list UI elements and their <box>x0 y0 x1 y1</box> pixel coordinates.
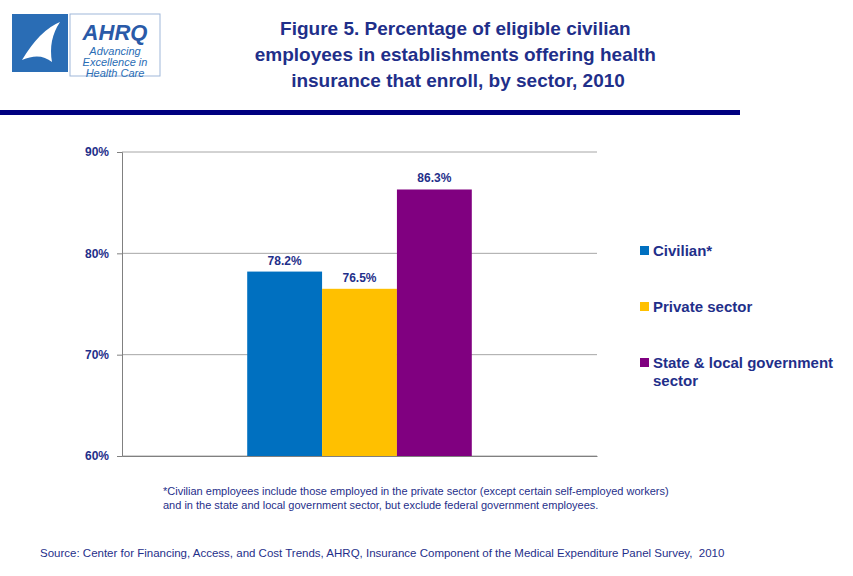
source: Source: Center for Financing, Access, an… <box>40 547 724 559</box>
background <box>0 0 853 576</box>
legend-label: State & local government sector <box>653 354 837 389</box>
y-tick-label: 90% <box>85 145 109 159</box>
title: Figure 5. Percentage of eligible civilia… <box>255 18 662 91</box>
footnote: *Civilian employees include those employ… <box>163 485 669 497</box>
data-label: 76.5% <box>342 271 376 285</box>
y-tick-mark <box>117 456 122 457</box>
y-axis-line <box>117 153 123 457</box>
text-line: insurance that enroll, by sector, 2010 <box>291 70 625 91</box>
text-line: Civilian* <box>653 242 712 259</box>
footnote: and in the state and local government se… <box>163 499 598 511</box>
legend-label: Civilian* <box>653 242 712 259</box>
data-label: 86.3% <box>417 171 451 185</box>
grid-line <box>122 253 597 254</box>
legend: Civilian* Private sector State & local gov… <box>640 242 837 389</box>
y-tick: 80% <box>85 247 122 261</box>
legend-swatch <box>640 302 649 311</box>
legend-swatch <box>640 358 649 367</box>
logo-seal <box>12 14 68 72</box>
y-tick-label: 60% <box>85 449 109 463</box>
logo-text: AHRQ <box>82 20 148 45</box>
legend-label: Private sector <box>653 298 752 315</box>
y-tick: 60% <box>85 449 122 463</box>
legend-swatch <box>640 246 649 255</box>
y-tick-mark <box>117 355 122 356</box>
logo: AHRQAdvancingExcellence inHealth Care <box>12 14 160 79</box>
title-rule <box>0 110 740 115</box>
y-tick-label: 80% <box>85 247 109 261</box>
y-tick: 70% <box>85 348 122 362</box>
bars <box>247 189 472 456</box>
bar <box>397 189 472 456</box>
y-axis: 60% 70% 80% 90% <box>85 145 123 463</box>
x-axis-line <box>123 456 598 457</box>
bar <box>322 289 397 456</box>
text-line: State & local government <box>653 354 837 371</box>
text-line: sector <box>653 372 698 389</box>
text-line: employees in establishments offering hea… <box>255 44 662 65</box>
grid <box>122 152 597 456</box>
y-tick-mark <box>117 253 122 254</box>
data-label: 78.2% <box>268 254 302 268</box>
logo-emblem <box>22 22 60 62</box>
grid-line <box>122 152 597 153</box>
text-line: Figure 5. Percentage of eligible civilia… <box>280 18 636 39</box>
y-tick: 90% <box>85 145 122 159</box>
y-tick-mark <box>117 152 122 153</box>
chart: AHRQAdvancingExcellence inHealth Care Fig… <box>0 0 853 576</box>
logo-text: Health Care <box>86 67 145 79</box>
text-line: Private sector <box>653 298 752 315</box>
data-labels: 78.2% 76.5% 86.3% <box>268 171 452 284</box>
y-tick-label: 70% <box>85 348 109 362</box>
bar <box>247 272 322 456</box>
x-axis <box>123 456 598 458</box>
